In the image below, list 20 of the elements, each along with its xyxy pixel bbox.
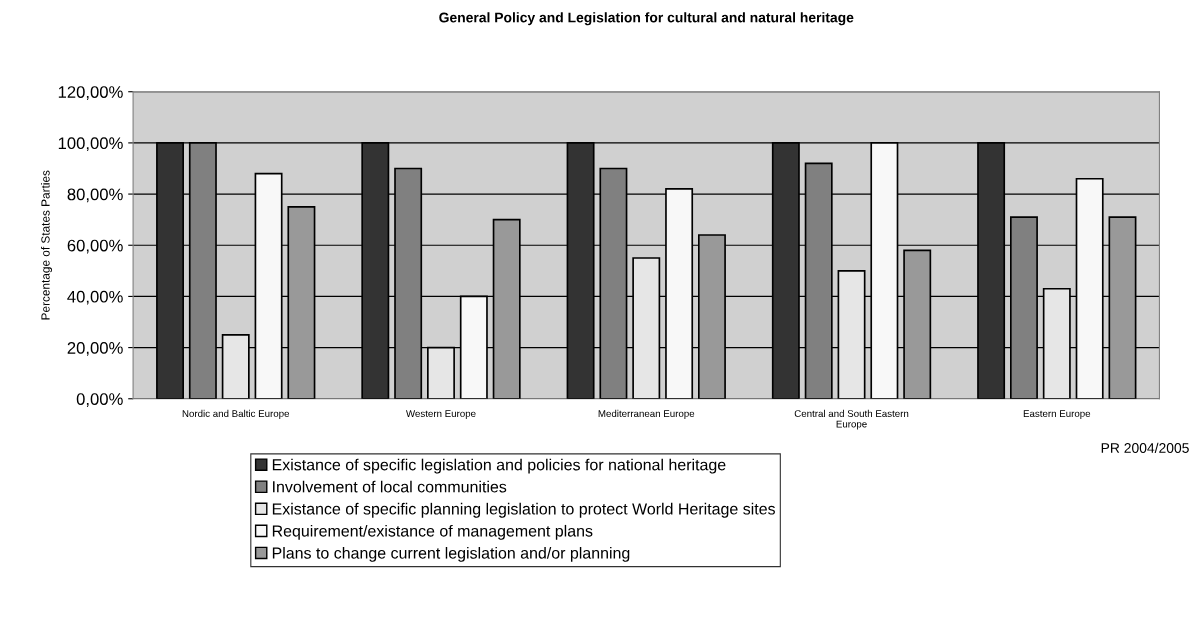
legend-label: Requirement/existance of management plans xyxy=(272,524,593,540)
y-tick-label: 40,00% xyxy=(67,290,123,305)
x-tick-label: Mediterranean Europe xyxy=(598,409,695,419)
y-tick-label: 60,00% xyxy=(67,239,123,254)
x-tick-label: Nordic and Baltic Europe xyxy=(182,409,290,419)
legend-label: Existance of specific legislation and policies for national heritage xyxy=(272,458,726,474)
text: PR 2004/2005 xyxy=(1101,442,1189,453)
legend-label: Plans to change current legislation and/or planning xyxy=(272,546,630,562)
legend-label: Involvement of local communities xyxy=(273,480,507,493)
x-tick-label: Eastern Europe xyxy=(1023,410,1091,419)
x-tick-label: Central and South Eastern Europe xyxy=(794,409,909,430)
y-tick-label: 120,00% xyxy=(58,86,123,100)
y-tick-label: 80,00% xyxy=(67,188,123,203)
y-tick-label: 20,00% xyxy=(67,341,123,356)
y-tick-label: 0,00% xyxy=(76,393,123,407)
chart-title: General Policy and Legislation for cultural and natural heritage xyxy=(439,12,854,26)
y-tick-label: 100,00% xyxy=(58,137,123,152)
x-tick-label: Western Europe xyxy=(406,410,476,419)
legend-label: Existance of specific planning legislation to protect World Heritage sites xyxy=(272,502,775,518)
y-axis-title: Percentage of States Parties xyxy=(41,170,53,320)
